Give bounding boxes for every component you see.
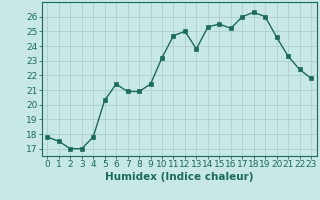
X-axis label: Humidex (Indice chaleur): Humidex (Indice chaleur) (105, 172, 253, 182)
